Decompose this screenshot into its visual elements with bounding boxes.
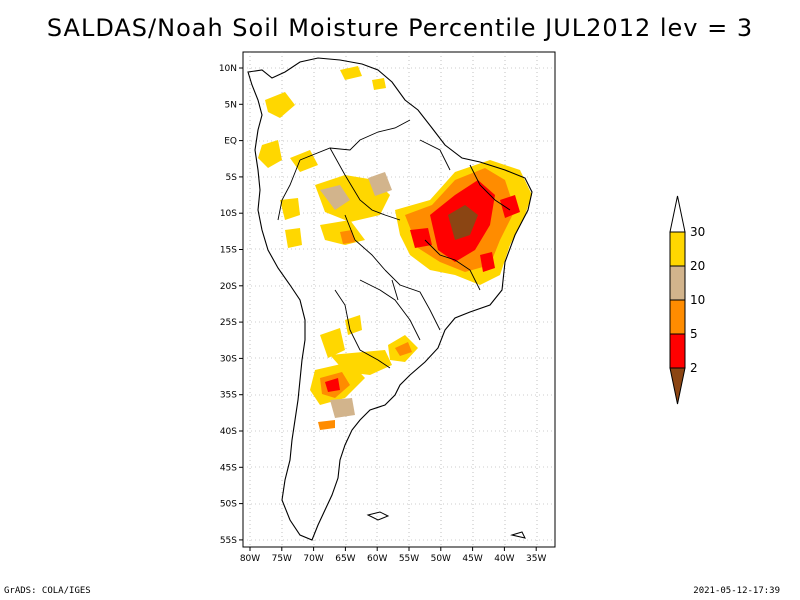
- lat-label: 5N: [225, 100, 237, 110]
- lat-label: 15S: [220, 246, 237, 256]
- lat-label: 20S: [220, 282, 237, 292]
- moisture-shading: [258, 66, 532, 430]
- latitude-labels: 10N 5N EQ 5S 10S 15S 20S 25S 30S 35S 40S 45S 50S 55S: [219, 64, 243, 546]
- lon-label: 45W: [462, 554, 482, 564]
- lat-label: 10N: [219, 64, 237, 74]
- footer-timestamp: 2021-05-12-17:39: [693, 586, 780, 596]
- country-borders: [277, 119, 511, 369]
- legend-top-arrow: [669, 195, 686, 233]
- lat-label: 25S: [220, 318, 237, 328]
- legend-label: 30: [690, 225, 705, 239]
- lon-label: 75W: [272, 554, 292, 564]
- lat-label: 55S: [220, 536, 237, 546]
- lat-label: 30S: [220, 354, 237, 364]
- lon-label: 80W: [240, 554, 260, 564]
- coastline: [247, 57, 533, 541]
- map-title: SALDAS/Noah Soil Moisture Percentile JUL…: [46, 14, 754, 42]
- legend-label: 5: [690, 327, 698, 341]
- legend-swatch: [669, 265, 686, 301]
- islands: [366, 511, 526, 539]
- lat-label: 45S: [220, 463, 237, 473]
- legend-label: 20: [690, 259, 705, 273]
- lat-label: 5S: [226, 173, 238, 183]
- lon-label: 40W: [494, 554, 514, 564]
- legend-swatch: [669, 231, 686, 267]
- lon-label: 65W: [335, 554, 355, 564]
- map-frame: [242, 51, 556, 548]
- lon-label: 55W: [399, 554, 419, 564]
- lat-label: 35S: [220, 391, 237, 401]
- legend-label: 10: [690, 293, 705, 307]
- footer-credit: GrADS: COLA/IGES: [4, 586, 91, 596]
- lat-label: 40S: [220, 427, 237, 437]
- legend-label: 2: [690, 361, 698, 375]
- lat-label: 10S: [220, 209, 237, 219]
- longitude-labels: 80W 75W 70W 65W 60W 55W 50W 45W 40W 35W: [240, 547, 546, 564]
- legend-swatch: [669, 333, 686, 369]
- lon-label: 35W: [526, 554, 546, 564]
- lat-label: 50S: [220, 500, 237, 510]
- lon-label: 50W: [431, 554, 451, 564]
- color-legend: 30 20 10 5 2: [669, 195, 705, 405]
- legend-swatch: [669, 299, 686, 335]
- lon-label: 60W: [367, 554, 387, 564]
- lon-label: 70W: [303, 554, 323, 564]
- lat-label: EQ: [224, 137, 237, 147]
- legend-bottom-arrow: [669, 367, 686, 405]
